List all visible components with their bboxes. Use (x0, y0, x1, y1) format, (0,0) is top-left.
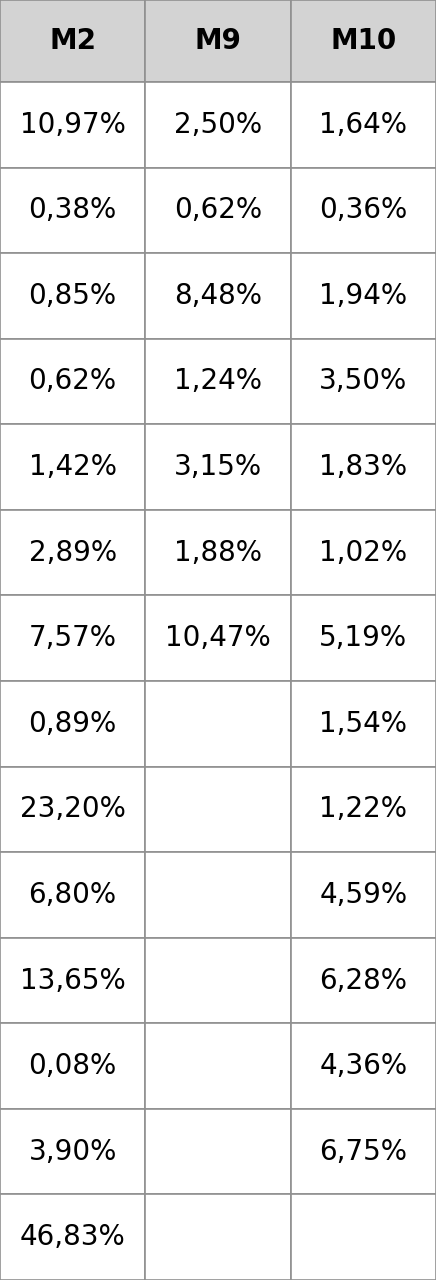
Bar (145, 681, 291, 767)
Text: 1,22%: 1,22% (319, 795, 407, 823)
Bar (0, 509, 145, 595)
Text: M9: M9 (194, 27, 242, 55)
Text: 3,50%: 3,50% (319, 367, 408, 396)
Text: 0,62%: 0,62% (174, 196, 262, 224)
Bar (145, 82, 291, 168)
Text: 0,08%: 0,08% (28, 1052, 117, 1080)
Bar (291, 767, 436, 852)
Bar (291, 1023, 436, 1108)
Bar (291, 339, 436, 424)
Bar (291, 1108, 436, 1194)
Bar (291, 509, 436, 595)
Text: 1,02%: 1,02% (319, 539, 407, 567)
Text: 0,36%: 0,36% (319, 196, 408, 224)
Text: 23,20%: 23,20% (20, 795, 126, 823)
Text: 2,50%: 2,50% (174, 111, 262, 138)
Bar (291, 168, 436, 253)
Text: 6,28%: 6,28% (319, 966, 407, 995)
Bar (0, 1108, 145, 1194)
Bar (0, 82, 145, 168)
Text: 3,90%: 3,90% (28, 1138, 117, 1166)
Text: 0,85%: 0,85% (29, 282, 117, 310)
Bar (145, 852, 291, 938)
Bar (0, 852, 145, 938)
Bar (0, 938, 145, 1023)
Text: M10: M10 (330, 27, 396, 55)
Bar (291, 1194, 436, 1280)
Bar (145, 0, 291, 82)
Bar (0, 253, 145, 339)
Text: 6,80%: 6,80% (29, 881, 117, 909)
Text: 10,47%: 10,47% (165, 625, 271, 653)
Bar (0, 1194, 145, 1280)
Text: 1,64%: 1,64% (319, 111, 407, 138)
Text: 2,89%: 2,89% (29, 539, 117, 567)
Bar (291, 0, 436, 82)
Text: 1,83%: 1,83% (319, 453, 407, 481)
Bar (145, 1023, 291, 1108)
Bar (145, 168, 291, 253)
Bar (0, 681, 145, 767)
Text: 13,65%: 13,65% (20, 966, 126, 995)
Text: 1,88%: 1,88% (174, 539, 262, 567)
Bar (145, 1194, 291, 1280)
Bar (291, 938, 436, 1023)
Text: 5,19%: 5,19% (319, 625, 407, 653)
Text: 46,83%: 46,83% (20, 1224, 126, 1252)
Bar (145, 1108, 291, 1194)
Text: 4,59%: 4,59% (319, 881, 407, 909)
Text: 0,62%: 0,62% (29, 367, 117, 396)
Bar (0, 424, 145, 509)
Bar (145, 253, 291, 339)
Text: 8,48%: 8,48% (174, 282, 262, 310)
Bar (291, 595, 436, 681)
Bar (145, 938, 291, 1023)
Bar (145, 509, 291, 595)
Text: 10,97%: 10,97% (20, 111, 126, 138)
Text: 6,75%: 6,75% (319, 1138, 407, 1166)
Bar (0, 339, 145, 424)
Text: 7,57%: 7,57% (29, 625, 117, 653)
Bar (145, 595, 291, 681)
Text: 1,54%: 1,54% (319, 710, 407, 737)
Text: M2: M2 (49, 27, 96, 55)
Bar (291, 82, 436, 168)
Bar (0, 0, 145, 82)
Bar (291, 424, 436, 509)
Bar (145, 424, 291, 509)
Text: 0,89%: 0,89% (28, 710, 117, 737)
Bar (145, 767, 291, 852)
Text: 1,42%: 1,42% (29, 453, 117, 481)
Text: 4,36%: 4,36% (319, 1052, 407, 1080)
Bar (291, 852, 436, 938)
Bar (291, 681, 436, 767)
Text: 1,24%: 1,24% (174, 367, 262, 396)
Bar (0, 1023, 145, 1108)
Bar (145, 339, 291, 424)
Text: 3,15%: 3,15% (174, 453, 262, 481)
Text: 1,94%: 1,94% (319, 282, 407, 310)
Bar (291, 253, 436, 339)
Bar (0, 595, 145, 681)
Text: 0,38%: 0,38% (28, 196, 117, 224)
Bar (0, 767, 145, 852)
Bar (0, 168, 145, 253)
